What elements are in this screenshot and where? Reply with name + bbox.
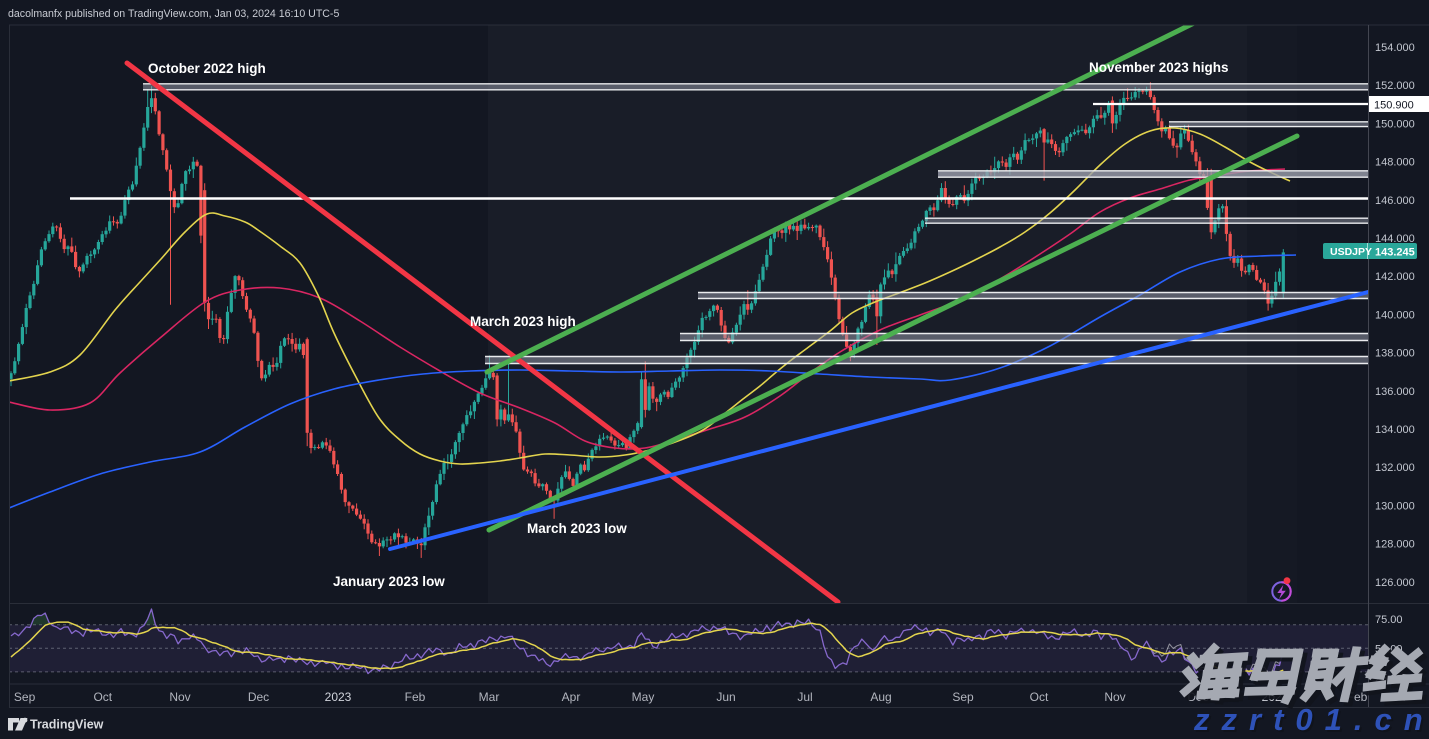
svg-text:Nov: Nov (169, 690, 190, 704)
svg-text:134.000: 134.000 (1375, 424, 1415, 436)
svg-text:Sep: Sep (952, 690, 974, 704)
svg-text:140.000: 140.000 (1375, 309, 1415, 321)
svg-text:October 2022 high: October 2022 high (148, 61, 266, 76)
svg-text:dacolmanfx published on Tradin: dacolmanfx published on TradingView.com,… (8, 8, 339, 20)
svg-text:zzrt01.cn: zzrt01.cn (1195, 704, 1429, 739)
svg-text:Jul: Jul (797, 690, 812, 704)
svg-text:USDJPY: USDJPY (1330, 246, 1372, 258)
svg-text:March 2023 low: March 2023 low (527, 521, 627, 536)
svg-text:152.000: 152.000 (1375, 80, 1415, 92)
svg-text:Oct: Oct (93, 690, 112, 704)
svg-text:Nov: Nov (1104, 690, 1125, 704)
svg-text:144.000: 144.000 (1375, 233, 1415, 245)
svg-text:132.000: 132.000 (1375, 462, 1415, 474)
svg-text:November 2023 highs: November 2023 highs (1089, 60, 1229, 75)
svg-text:2023: 2023 (325, 690, 352, 704)
svg-text:148.000: 148.000 (1375, 157, 1415, 169)
svg-text:TradingView: TradingView (30, 718, 104, 732)
svg-text:May: May (632, 690, 655, 704)
svg-text:154.000: 154.000 (1375, 42, 1415, 54)
svg-text:126.000: 126.000 (1375, 577, 1415, 589)
svg-text:Oct: Oct (1030, 690, 1049, 704)
svg-text:Apr: Apr (562, 690, 581, 704)
svg-text:150.000: 150.000 (1375, 118, 1415, 130)
svg-text:January 2023 low: January 2023 low (333, 574, 445, 589)
svg-text:Sep: Sep (14, 690, 36, 704)
svg-text:75.00: 75.00 (1375, 614, 1403, 626)
svg-text:150.900: 150.900 (1374, 100, 1414, 112)
svg-text:Mar: Mar (479, 690, 500, 704)
svg-text:128.000: 128.000 (1375, 539, 1415, 551)
svg-text:146.000: 146.000 (1375, 195, 1415, 207)
svg-text:Jun: Jun (716, 690, 735, 704)
svg-text:136.000: 136.000 (1375, 386, 1415, 398)
svg-text:143.245: 143.245 (1375, 247, 1415, 259)
svg-text:138.000: 138.000 (1375, 348, 1415, 360)
svg-text:Aug: Aug (870, 690, 891, 704)
svg-text:zzrt01.cn: zzrt01.cn (1193, 702, 1429, 737)
svg-text:Feb: Feb (405, 690, 426, 704)
svg-text:130.000: 130.000 (1375, 500, 1415, 512)
svg-text:Dec: Dec (248, 690, 269, 704)
svg-text:142.000: 142.000 (1375, 271, 1415, 283)
svg-text:March 2023 high: March 2023 high (470, 314, 576, 329)
